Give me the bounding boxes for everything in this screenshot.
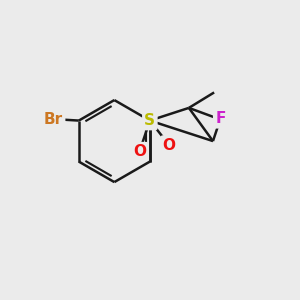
Text: S: S bbox=[144, 113, 155, 128]
Text: F: F bbox=[215, 111, 226, 126]
Text: O: O bbox=[163, 138, 176, 153]
Text: O: O bbox=[133, 144, 146, 159]
Text: Br: Br bbox=[44, 112, 63, 127]
